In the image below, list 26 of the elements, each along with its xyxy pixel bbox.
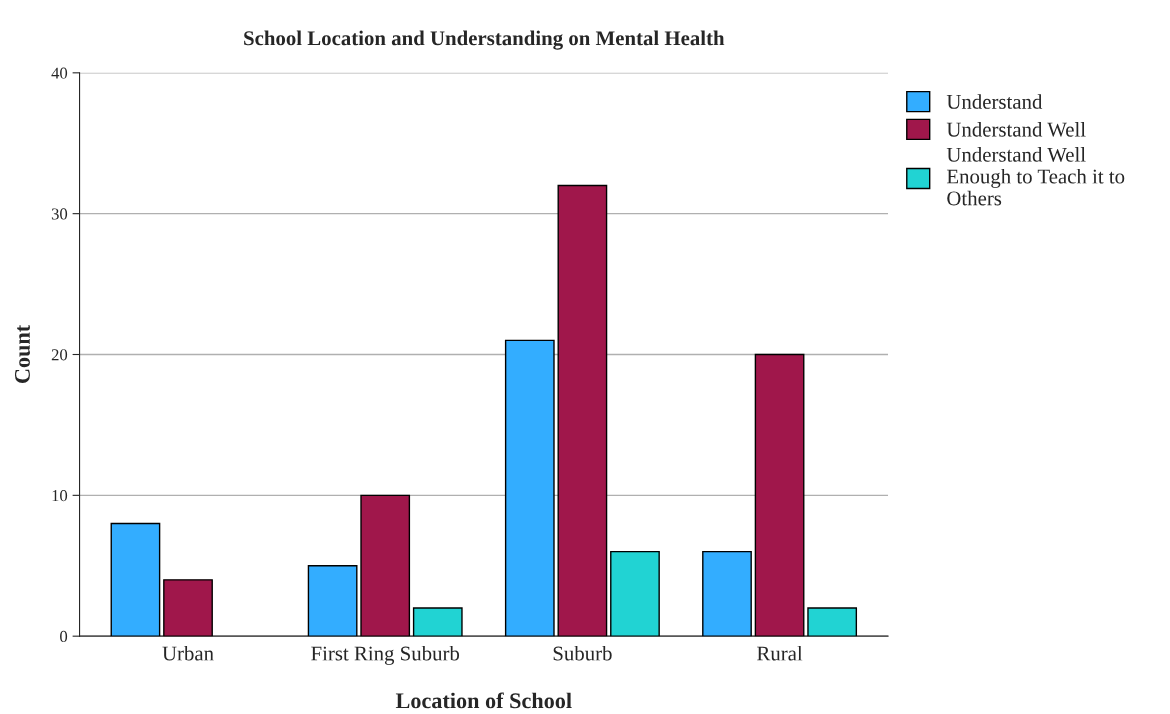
x-axis-title: Location of School [395,692,572,709]
y-tick-label: 40 [51,67,68,79]
bar [110,522,161,637]
y-axis-title: Count [14,324,30,384]
bar [163,579,213,637]
bar [360,494,411,637]
legend-label: Understand Well Enough to Teach it to Others [946,147,1125,206]
bar [610,550,660,637]
x-tick-label: Urban [162,645,214,661]
legend-label: Understand [946,94,1043,109]
bar [504,339,555,637]
x-tick-label: First Ring Suburb [311,645,460,665]
bar [754,353,805,637]
bar [807,607,858,637]
bar [307,565,358,637]
y-tick-label: 10 [52,490,68,502]
x-tick-label: Suburb [553,645,612,661]
bar [557,184,608,637]
y-tick-label: 0 [60,630,68,643]
bar [702,550,752,637]
y-tick-label: 20 [51,349,68,361]
bar [412,607,463,637]
legend-label: Understand Well [946,121,1086,137]
y-tick-label: 30 [51,208,68,220]
x-tick-label: Rural [757,645,803,661]
chart-title: School Location and Understanding on Mental Health [244,30,725,50]
